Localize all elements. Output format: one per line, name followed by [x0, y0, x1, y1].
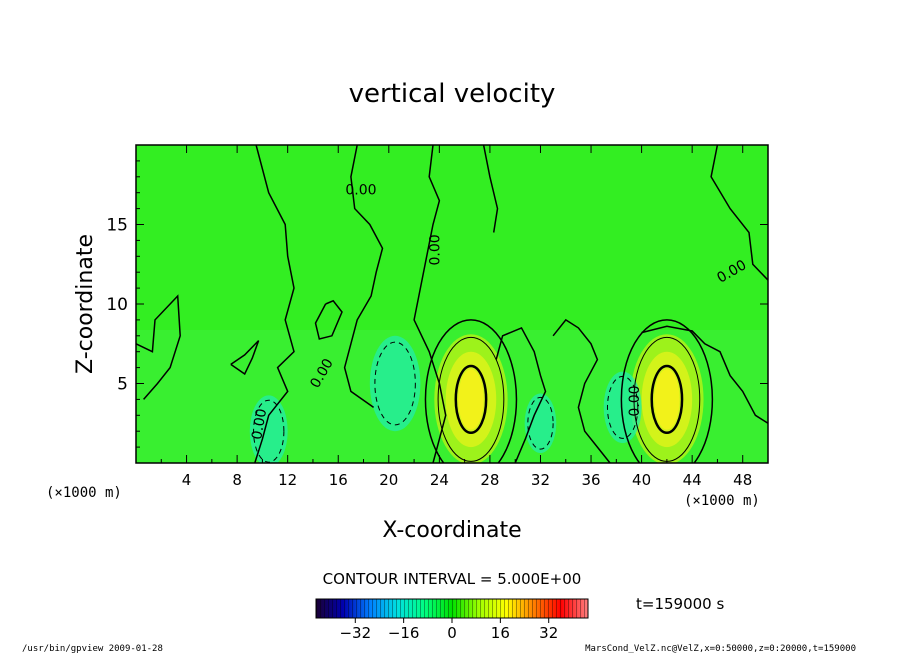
- downdraft-region: [249, 395, 288, 463]
- x-units-right: (×1000 m): [684, 493, 760, 509]
- contour-line-5: [437, 336, 505, 462]
- x-tick-label: 44: [683, 471, 702, 489]
- y-tick-label: 5: [117, 375, 128, 395]
- updraft-core: [458, 369, 484, 430]
- contour-line-0: [136, 294, 181, 400]
- x-tick-label: 20: [379, 471, 398, 489]
- y-tick-label: 15: [106, 216, 128, 236]
- x-tick-label: 28: [480, 471, 499, 489]
- contour-value-label: 0.00: [345, 182, 376, 198]
- contour-line-0: [424, 319, 518, 463]
- colorbar-tick-label: −32: [339, 624, 371, 642]
- x-tick-label: 16: [329, 471, 348, 489]
- time-label: t=159000 s: [636, 595, 724, 613]
- x-tick-label: 40: [632, 471, 651, 489]
- colorbar-tick-label: 32: [539, 624, 558, 642]
- field-layer: 0.000.000.000.000.000.00: [136, 145, 768, 463]
- footer-right: MarsCond_VelZ.nc@VelZ,x=0:50000,z=0:2000…: [585, 644, 856, 654]
- x-tick-label: 36: [581, 471, 600, 489]
- downdraft-region: [369, 335, 421, 432]
- contour-line-neg5: [253, 399, 285, 463]
- contour-value-label: 0.00: [627, 385, 643, 416]
- contour-value-label: 0.00: [427, 234, 443, 265]
- contour-value-label: 0.00: [249, 407, 270, 440]
- colorbar-tick-label: 0: [447, 624, 457, 642]
- x-tick-label: 24: [430, 471, 449, 489]
- footer-left: /usr/bin/gpview 2009-01-28: [22, 644, 163, 654]
- colorbar: −32 −16 0 16 32: [315, 598, 589, 642]
- contour-line-neg5: [527, 396, 554, 450]
- contour-line-10: [650, 364, 684, 435]
- x-tick-label: 32: [531, 471, 550, 489]
- x-units-left: (×1000 m): [46, 485, 122, 501]
- y-tick-label: 10: [106, 295, 128, 315]
- contour-line-0: [641, 325, 768, 424]
- contour-line-0: [552, 318, 611, 463]
- y-axis-label: Z-coordinate: [73, 234, 98, 374]
- colorbar-stripes: [316, 599, 588, 618]
- colorbar-tick-label: −16: [388, 624, 420, 642]
- downdraft-region: [524, 393, 557, 454]
- contour-line-0: [254, 145, 295, 463]
- contour-interval-label: CONTOUR INTERVAL = 5.000E+00: [323, 570, 582, 588]
- contour-line-0: [314, 299, 343, 340]
- contour-line-0: [230, 340, 260, 376]
- contour-line-0: [495, 326, 547, 463]
- updraft-core: [654, 369, 680, 430]
- x-tick-label: 12: [278, 471, 297, 489]
- chart-title: vertical velocity: [349, 79, 556, 109]
- contour-line-neg5: [374, 341, 416, 426]
- contour-line-0: [482, 145, 499, 233]
- downdraft-region: [603, 371, 642, 444]
- colorbar-tick-label: 16: [491, 624, 510, 642]
- x-tick-label: 48: [733, 471, 752, 489]
- contour-line-0: [620, 319, 714, 463]
- contour-line-neg5: [606, 375, 639, 439]
- contour-line-10: [454, 364, 488, 435]
- x-tick-label: 8: [232, 471, 242, 489]
- contour-line-0: [413, 145, 447, 463]
- x-tick-label: 4: [182, 471, 192, 489]
- x-axis-label: X-coordinate: [382, 518, 521, 543]
- contour-line-0: [343, 145, 384, 409]
- contour-line-0: [710, 145, 768, 281]
